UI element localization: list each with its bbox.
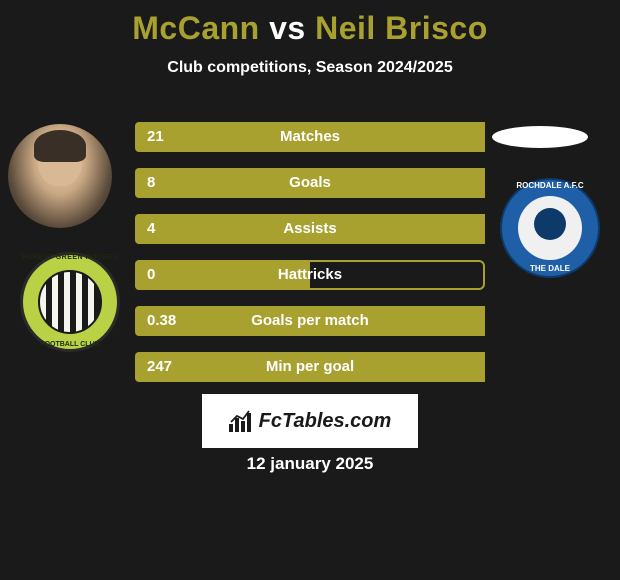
- vs-label: vs: [269, 10, 306, 46]
- stats-area: 21Matches 8Goals 4Assists 0Hattricks 0.38Goa…: [135, 122, 485, 398]
- brand-box: FcTables.com: [202, 394, 418, 448]
- stat-label: Hattricks: [135, 260, 485, 290]
- stat-label: Min per goal: [135, 352, 485, 382]
- club-crest-right: ROCHDALE A.F.C THE DALE: [500, 178, 600, 278]
- stat-row: 21Matches: [135, 122, 485, 152]
- stat-row: 0Hattricks: [135, 260, 485, 290]
- stat-label: Matches: [135, 122, 485, 152]
- club-crest-left: FOREST GREEN ROVERS FOOTBALL CLUB: [20, 252, 120, 352]
- player2-name: Neil Brisco: [315, 10, 488, 46]
- stat-row: 247Min per goal: [135, 352, 485, 382]
- page-title: McCann vs Neil Brisco: [0, 0, 620, 47]
- stat-row: 8Goals: [135, 168, 485, 198]
- player1-name: McCann: [132, 10, 259, 46]
- stat-row: 4Assists: [135, 214, 485, 244]
- player2-avatar-placeholder: [492, 126, 588, 148]
- crest-text-bottom: THE DALE: [500, 264, 600, 273]
- crest-text-bottom: FOOTBALL CLUB: [20, 341, 120, 348]
- crest-ball-icon: [534, 208, 566, 240]
- crest-text-top: ROCHDALE A.F.C: [500, 181, 600, 190]
- comparison-card: McCann vs Neil Brisco Club competitions,…: [0, 0, 620, 580]
- date: 12 january 2025: [0, 454, 620, 474]
- brand-chart-icon: [229, 410, 253, 432]
- stat-row: 0.38Goals per match: [135, 306, 485, 336]
- stat-label: Assists: [135, 214, 485, 244]
- stat-label: Goals: [135, 168, 485, 198]
- player1-avatar: [8, 124, 112, 228]
- crest-inner: [38, 270, 102, 334]
- brand-text: FcTables.com: [259, 410, 392, 433]
- stat-label: Goals per match: [135, 306, 485, 336]
- subtitle: Club competitions, Season 2024/2025: [0, 59, 620, 77]
- crest-text-top: FOREST GREEN ROVERS: [20, 254, 120, 261]
